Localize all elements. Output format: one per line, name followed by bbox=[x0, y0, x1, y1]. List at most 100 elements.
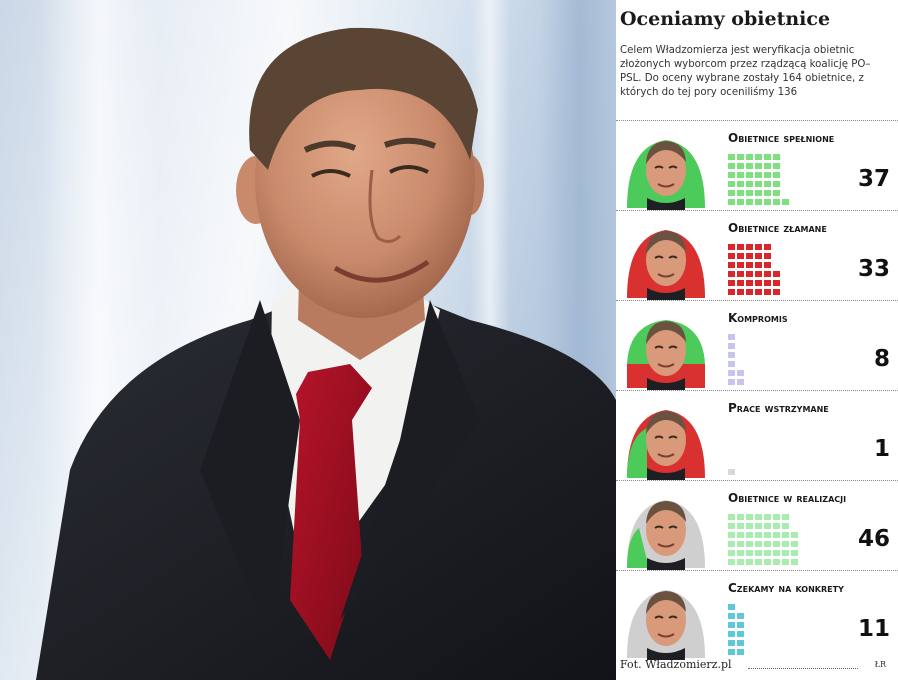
count-square bbox=[755, 532, 762, 538]
count-square bbox=[764, 550, 771, 556]
count-square bbox=[746, 262, 753, 268]
count-square bbox=[728, 523, 735, 529]
count-squares bbox=[728, 421, 828, 477]
count-square bbox=[764, 181, 771, 187]
count-square bbox=[737, 640, 744, 646]
count-square bbox=[755, 199, 762, 205]
count-square bbox=[746, 163, 753, 169]
count-square bbox=[728, 370, 735, 376]
category-count: 46 bbox=[857, 526, 890, 552]
count-square bbox=[773, 541, 780, 547]
count-square bbox=[728, 289, 735, 295]
count-square bbox=[782, 559, 789, 565]
count-square bbox=[773, 172, 780, 178]
count-square bbox=[746, 541, 753, 547]
count-square bbox=[773, 280, 780, 286]
count-square bbox=[746, 289, 753, 295]
face-red-icon bbox=[625, 218, 707, 300]
category-label: Obietnice w realizacji bbox=[728, 491, 847, 505]
count-square bbox=[728, 622, 735, 628]
count-square bbox=[764, 154, 771, 160]
count-square bbox=[782, 199, 789, 205]
count-square bbox=[746, 244, 753, 250]
count-square bbox=[737, 649, 744, 655]
count-square bbox=[728, 280, 735, 286]
count-square bbox=[728, 244, 735, 250]
face-halted-icon bbox=[625, 398, 707, 480]
count-square bbox=[728, 541, 735, 547]
photo-credit: Fot. Władzomierz.pl ŁR bbox=[620, 658, 894, 678]
count-square bbox=[764, 172, 771, 178]
count-square bbox=[755, 262, 762, 268]
count-square bbox=[764, 289, 771, 295]
count-square bbox=[737, 253, 744, 259]
count-square bbox=[737, 631, 744, 637]
count-square bbox=[791, 532, 798, 538]
count-square bbox=[755, 541, 762, 547]
category-row-fulfilled: Obietnice spełnione 37 bbox=[616, 124, 898, 214]
divider bbox=[616, 570, 898, 571]
count-square bbox=[773, 550, 780, 556]
count-square bbox=[764, 163, 771, 169]
category-label: Obietnice spełnione bbox=[728, 131, 835, 145]
count-square bbox=[728, 181, 735, 187]
count-square bbox=[737, 163, 744, 169]
count-square bbox=[737, 280, 744, 286]
count-square bbox=[764, 190, 771, 196]
category-count: 1 bbox=[873, 436, 890, 462]
count-square bbox=[737, 244, 744, 250]
count-square bbox=[728, 379, 735, 385]
count-square bbox=[764, 541, 771, 547]
divider bbox=[616, 390, 898, 391]
count-square bbox=[755, 190, 762, 196]
count-square bbox=[737, 523, 744, 529]
count-square bbox=[737, 172, 744, 178]
category-count: 33 bbox=[857, 256, 890, 282]
count-square bbox=[782, 523, 789, 529]
count-square bbox=[737, 199, 744, 205]
count-squares bbox=[728, 241, 828, 297]
face-green-icon bbox=[625, 128, 707, 210]
category-label: Prace wstrzymane bbox=[728, 401, 829, 415]
count-square bbox=[737, 622, 744, 628]
count-square bbox=[764, 253, 771, 259]
count-square bbox=[737, 181, 744, 187]
count-square bbox=[737, 379, 744, 385]
count-square bbox=[728, 163, 735, 169]
count-square bbox=[737, 532, 744, 538]
count-squares bbox=[728, 601, 828, 657]
divider bbox=[616, 120, 898, 121]
face-halted-icon bbox=[627, 410, 705, 480]
face-green-icon bbox=[627, 140, 705, 210]
count-square bbox=[755, 289, 762, 295]
count-square bbox=[728, 559, 735, 565]
count-square bbox=[746, 523, 753, 529]
count-square bbox=[764, 199, 771, 205]
count-square bbox=[728, 352, 735, 358]
count-square bbox=[782, 550, 789, 556]
count-square bbox=[764, 523, 771, 529]
count-square bbox=[773, 181, 780, 187]
count-square bbox=[746, 181, 753, 187]
count-square bbox=[728, 199, 735, 205]
count-square bbox=[737, 559, 744, 565]
count-square bbox=[773, 523, 780, 529]
count-square bbox=[728, 190, 735, 196]
promises-infographic: Oceniamy obietnice Celem Władzomierza je… bbox=[616, 0, 898, 680]
count-square bbox=[746, 550, 753, 556]
category-row-in-progress: Obietnice w realizacji 46 bbox=[616, 484, 898, 574]
face-in-progress-icon bbox=[625, 488, 707, 570]
infographic-title: Oceniamy obietnice bbox=[620, 8, 831, 30]
count-square bbox=[728, 550, 735, 556]
count-square bbox=[728, 271, 735, 277]
category-row-waiting: Czekamy na konkrety 11 bbox=[616, 574, 898, 664]
count-square bbox=[773, 532, 780, 538]
count-square bbox=[773, 154, 780, 160]
count-square bbox=[764, 559, 771, 565]
category-count: 11 bbox=[857, 616, 890, 642]
count-square bbox=[728, 469, 735, 475]
count-square bbox=[764, 532, 771, 538]
count-square bbox=[737, 370, 744, 376]
count-square bbox=[755, 154, 762, 160]
count-square bbox=[737, 190, 744, 196]
